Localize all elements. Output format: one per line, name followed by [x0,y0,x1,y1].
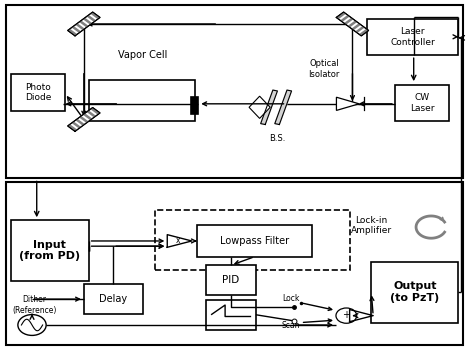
Polygon shape [261,90,277,125]
Text: +: + [342,310,350,320]
Polygon shape [336,12,369,36]
Polygon shape [68,12,100,36]
Text: Lock: Lock [283,294,300,303]
Text: Dither
(Reference): Dither (Reference) [12,295,56,315]
Text: x: x [175,237,180,245]
Bar [89,79,195,121]
Bar [11,74,65,111]
Polygon shape [337,97,359,110]
Bar [155,210,350,271]
Text: B.S.: B.S. [269,134,285,143]
Bar [191,97,198,113]
Bar [366,19,458,55]
Bar [371,262,458,323]
Text: Lowpass Filter: Lowpass Filter [220,236,289,246]
Text: PID: PID [222,275,240,285]
Bar [206,265,256,295]
Text: Optical
Isolator: Optical Isolator [309,60,340,79]
Bar [6,5,463,178]
Text: Delay: Delay [99,294,128,304]
Bar [6,182,463,345]
Bar [395,85,449,121]
Text: Output
(to PzT): Output (to PzT) [390,281,439,303]
Polygon shape [249,96,270,118]
Bar [84,284,143,314]
Text: Vapor Cell: Vapor Cell [118,50,167,60]
Text: Laser
Controller: Laser Controller [390,27,435,47]
Text: Lock-in
Amplifier: Lock-in Amplifier [351,216,392,235]
Polygon shape [275,90,292,125]
Text: Photo
Diode: Photo Diode [25,83,51,102]
Bar [11,220,89,281]
Text: CW
Laser: CW Laser [410,93,434,113]
Bar [206,300,256,329]
Text: Scan: Scan [282,321,301,329]
Polygon shape [68,107,100,131]
Text: Input
(from PD): Input (from PD) [19,240,80,261]
Bar [197,225,312,257]
